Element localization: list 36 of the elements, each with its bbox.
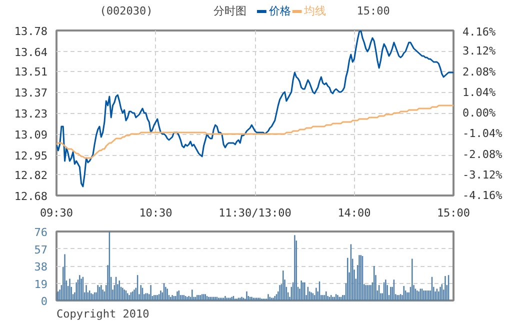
y-tick-label: 76: [34, 226, 48, 239]
legend-label: 价格: [268, 4, 291, 18]
x-tick-label: 15:00: [436, 206, 470, 220]
y-tick-label: 13.78: [14, 25, 48, 38]
y-tick-label: 13.23: [14, 108, 48, 120]
y-tick-label: 12.82: [14, 169, 48, 182]
x-tick-label: 10:30: [139, 206, 172, 220]
text: Copyright 2010: [56, 308, 150, 320]
y-tick-label: 13.09: [14, 128, 48, 142]
y2-tick-label: 0.00%: [462, 106, 496, 120]
y-tick-label: 38: [34, 260, 48, 274]
line-series: [56, 30, 454, 188]
y-tick-label: 57: [34, 243, 48, 256]
y2-tick-label: 3.12%: [462, 44, 496, 58]
y-tick-label: 13.64: [14, 46, 48, 59]
x-tick-label: 14:00: [338, 206, 371, 220]
y2-tick-label: -2.08%: [462, 148, 503, 161]
line-series: [56, 104, 454, 159]
x-tick-label: 09:30: [40, 206, 74, 220]
y-tick-label: 13.51: [14, 66, 48, 78]
y-tick-label: 19: [34, 278, 48, 291]
y-tick-label: 13.37: [14, 86, 48, 100]
y2-tick-label: 4.16%: [462, 26, 496, 38]
chart-subtitle: 分时图: [214, 4, 247, 18]
y-tick-label: 12.68: [14, 190, 48, 203]
legend-label: 均线: [303, 4, 326, 18]
y2-tick-label: 2.08%: [462, 65, 496, 78]
chart-title: (002030): [100, 4, 153, 18]
y-tick-label: 12.95: [14, 150, 48, 162]
y2-tick-label: -1.04%: [462, 127, 503, 140]
y2-tick-label: 1.04%: [462, 86, 496, 99]
y2-tick-label: -4.16%: [462, 189, 503, 202]
y-tick-label: 0: [40, 295, 48, 308]
text: 15:00: [356, 4, 390, 18]
x-tick-label: 11:30/13:00: [218, 206, 292, 220]
y2-tick-label: -3.12%: [462, 168, 503, 182]
